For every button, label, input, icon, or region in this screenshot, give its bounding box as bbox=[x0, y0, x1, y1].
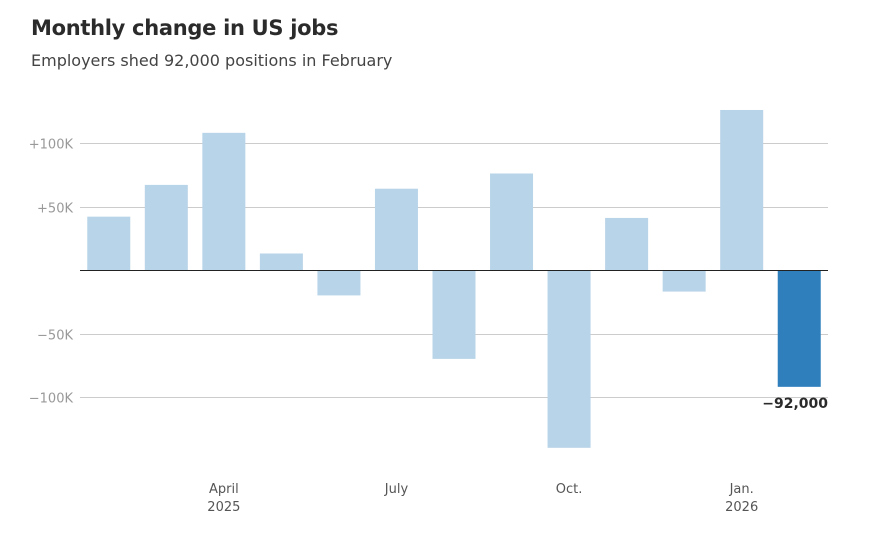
bar-jul-2025 bbox=[374, 188, 418, 270]
x-tick-label: July bbox=[384, 482, 409, 497]
chart-subtitle: Employers shed 92,000 positions in Febru… bbox=[31, 51, 393, 70]
x-tick-year-label: 2026 bbox=[725, 500, 758, 515]
y-tick-label: −50K bbox=[37, 329, 73, 344]
y-tick-label: +100K bbox=[29, 138, 74, 153]
bar-apr-2025 bbox=[202, 132, 246, 270]
bar-feb-2026 bbox=[777, 270, 821, 387]
x-tick-label: Jan. bbox=[729, 482, 754, 497]
x-tick-label: April bbox=[209, 482, 239, 497]
bar-dec-2025 bbox=[662, 270, 706, 292]
chart-title: Monthly change in US jobs bbox=[31, 16, 339, 40]
bar-jan-2026 bbox=[720, 109, 764, 270]
bar-nov-2025 bbox=[605, 217, 649, 270]
bars bbox=[87, 109, 821, 448]
y-tick-label: −100K bbox=[29, 392, 74, 407]
bar-oct-2025 bbox=[547, 270, 591, 448]
tick-labels: +100K +50K −50K −100K April 2025 July Oct. Jan. 2… bbox=[29, 138, 828, 516]
bar-jun-2025 bbox=[317, 270, 361, 296]
value-annotation: −92,000 bbox=[762, 396, 828, 412]
x-tick-year-label: 2025 bbox=[207, 500, 240, 515]
bar-aug-2025 bbox=[432, 270, 476, 359]
bar-may-2025 bbox=[259, 253, 303, 270]
y-tick-label: +50K bbox=[37, 202, 73, 217]
bar-sep-2025 bbox=[490, 173, 534, 270]
bar-feb-2025 bbox=[87, 216, 131, 270]
bar-mar-2025 bbox=[144, 184, 188, 270]
x-tick-label: Oct. bbox=[556, 482, 583, 497]
